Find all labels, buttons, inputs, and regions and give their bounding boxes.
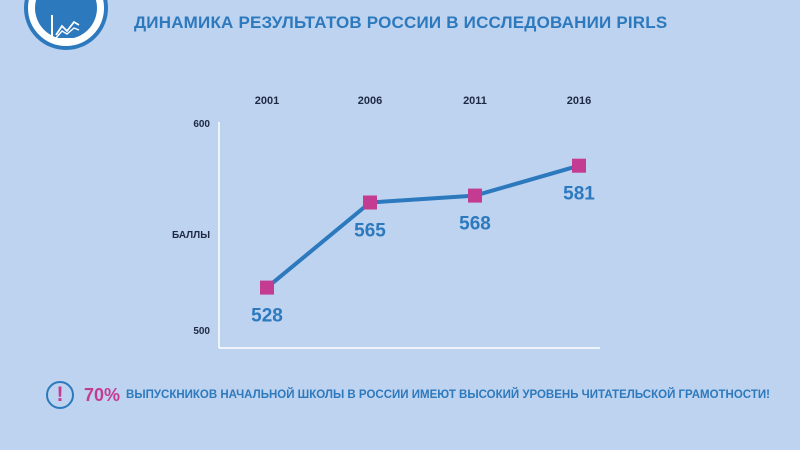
exclamation-icon: !: [46, 381, 74, 409]
page-title: ДИНАМИКА РЕЗУЛЬТАТОВ РОССИИ В ИССЛЕДОВАН…: [134, 13, 668, 32]
y-axis-label: БАЛЛЫ: [172, 230, 210, 241]
data-label: 565: [354, 221, 386, 242]
data-point: [260, 280, 274, 295]
y-tick-label: 600: [193, 119, 210, 130]
x-tick-label: 2006: [358, 95, 382, 107]
x-tick-label: 2011: [463, 95, 487, 107]
data-point: [363, 195, 377, 210]
data-point: [572, 158, 586, 173]
data-label: 528: [251, 306, 283, 327]
x-tick-label: 2016: [567, 95, 591, 107]
footer-text: выпускников начальной школы в России име…: [126, 389, 770, 401]
footer-note: ! 70% выпускников начальной школы в Росс…: [46, 375, 770, 415]
exclamation-symbol: !: [56, 383, 64, 406]
data-label: 568: [459, 214, 491, 235]
series-line: [265, 163, 580, 290]
line-chart-icon: [51, 15, 80, 40]
data-label: 581: [563, 184, 595, 205]
header-badge: [24, 0, 108, 50]
x-tick-label: 2001: [255, 95, 279, 107]
footer-percent: 70%: [84, 384, 121, 405]
data-point: [468, 188, 482, 203]
y-tick-label: 500: [193, 326, 210, 337]
